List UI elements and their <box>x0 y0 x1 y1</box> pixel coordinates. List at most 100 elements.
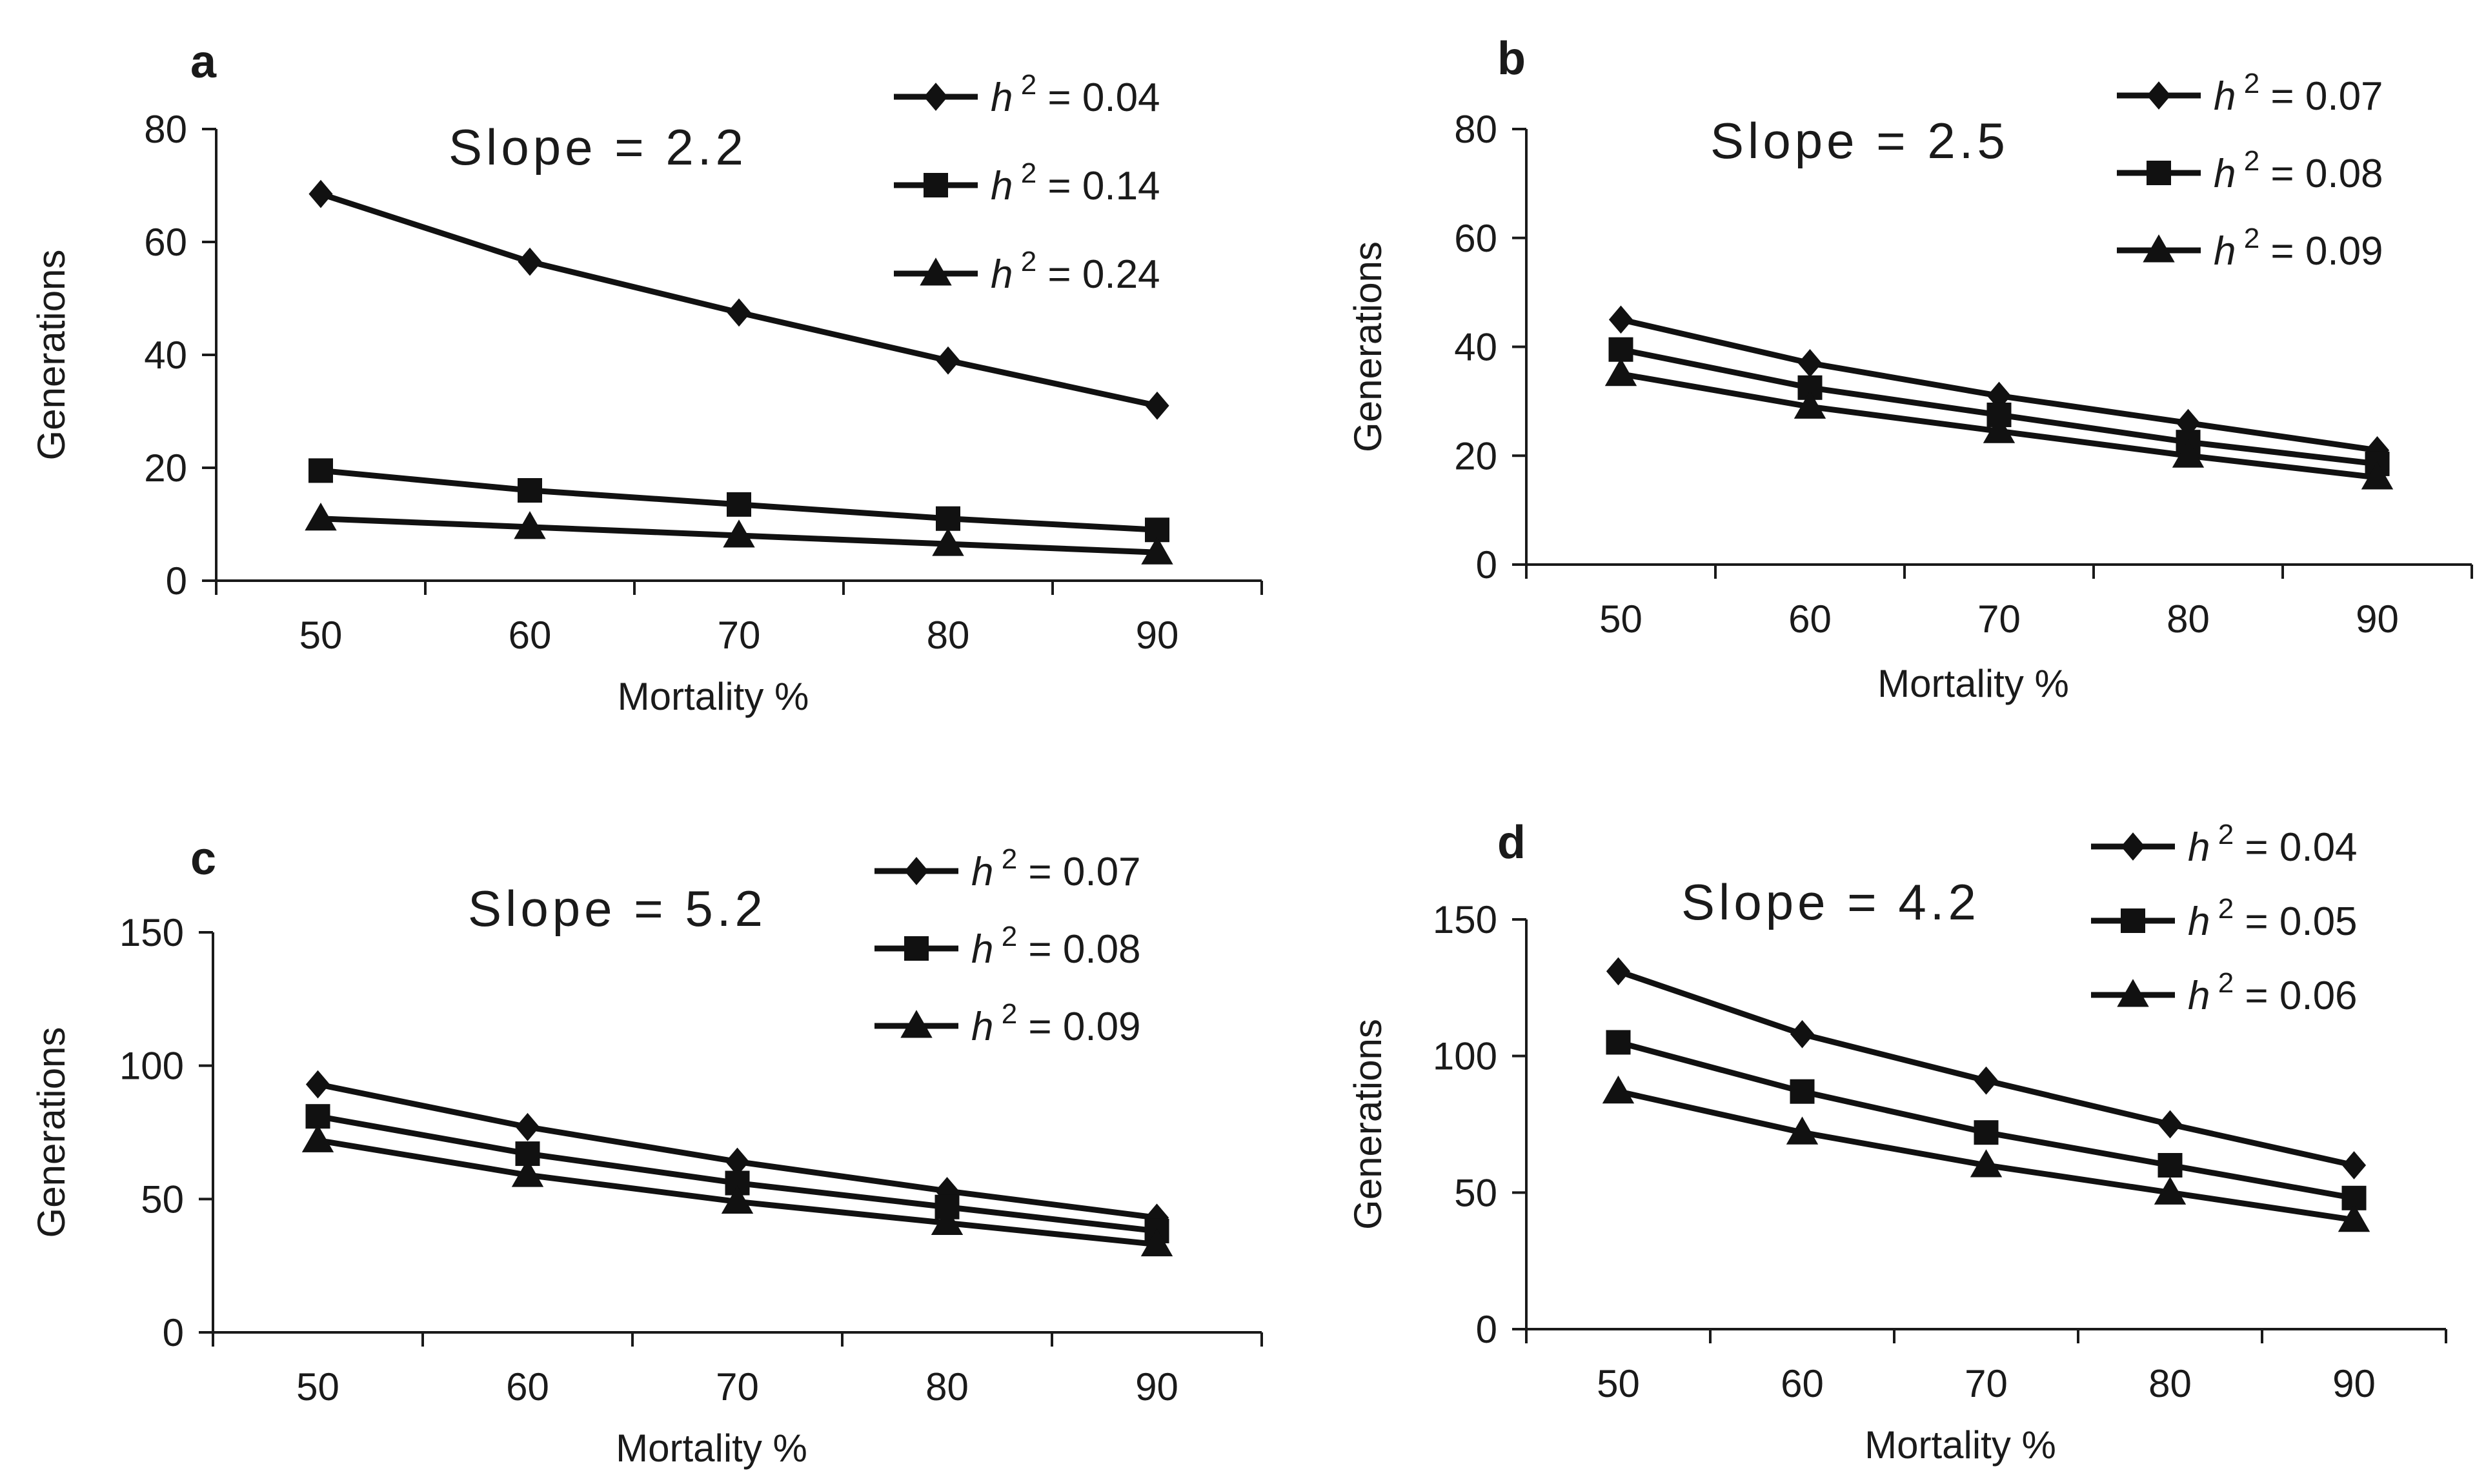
legend-entry-d: h 2 = 0.05 <box>2091 893 2358 944</box>
data-point-a <box>723 519 755 548</box>
legend-equals: = <box>2234 825 2279 870</box>
legend-marker <box>2121 832 2145 861</box>
y-tick-label-a: 60 <box>144 221 187 264</box>
legend-superscript: 2 <box>1013 69 1036 101</box>
y-tick-label-d: 0 <box>1476 1308 1497 1351</box>
data-point-a <box>936 506 960 531</box>
data-point-c <box>515 1112 540 1141</box>
y-axis-label-b: Generations <box>1346 241 1390 452</box>
x-tick-label-a: 60 <box>509 614 552 657</box>
data-point-b <box>1604 357 1637 386</box>
data-point-b <box>2361 461 2394 490</box>
y-axis-label-d: Generations <box>1346 1019 1390 1230</box>
legend-label: h 2 = 0.09 <box>2214 223 2383 274</box>
series-c-square <box>305 1104 1169 1243</box>
x-tick-label-d: 60 <box>1781 1362 1824 1405</box>
legend-superscript: 2 <box>2210 893 2234 925</box>
legend-value: 0.04 <box>2279 825 2358 870</box>
data-point-c <box>931 1207 964 1236</box>
x-tick-label-b: 80 <box>2167 597 2210 641</box>
data-point-d <box>1970 1149 2003 1178</box>
legend-superscript: 2 <box>993 921 1017 952</box>
legend-label: h 2 = 0.07 <box>971 843 1141 894</box>
legend-superscript: 2 <box>1013 246 1036 277</box>
x-axis-label-a: Mortality % <box>618 675 809 718</box>
series-a-diamond <box>308 179 1169 420</box>
x-tick-label-b: 50 <box>1599 597 1642 641</box>
legend-label: h 2 = 0.07 <box>2214 68 2383 119</box>
legend-equals: = <box>1036 252 1082 297</box>
panel-b: b Slope = 2.5 0 20 40 60 80 50 60 70 80 90 Mortality… <box>1346 33 2473 705</box>
panel-letter-d: d <box>1497 817 1526 868</box>
legend-value: 0.24 <box>1082 252 1160 297</box>
legend-value: 0.07 <box>2305 74 2383 119</box>
legend-entry-d: h 2 = 0.04 <box>2091 819 2358 870</box>
legend-equals: = <box>2234 974 2279 1018</box>
data-point-a <box>308 458 333 483</box>
legend-label: h 2 = 0.09 <box>971 998 1141 1049</box>
data-point-a <box>305 503 337 531</box>
legend-marker <box>2147 81 2171 110</box>
slope-annotation-c: Slope = 5.2 <box>468 880 767 937</box>
x-tick-label-d: 70 <box>1965 1362 2008 1405</box>
data-point-a <box>727 492 751 517</box>
legend-marker <box>900 1010 933 1038</box>
y-tick-label-c: 150 <box>119 911 184 954</box>
legend-h-symbol: h <box>2214 152 2236 196</box>
legend-entry-a: h 2 = 0.04 <box>894 69 1160 120</box>
data-point-c <box>1140 1228 1173 1257</box>
legend-label: h 2 = 0.08 <box>971 921 1141 972</box>
series-b-triangle <box>1604 357 2394 490</box>
series-d-square <box>1606 1030 2367 1210</box>
legend-value: 0.04 <box>1082 75 1160 120</box>
legend-label: h 2 = 0.04 <box>2188 819 2358 870</box>
legend-label: h 2 = 0.14 <box>991 157 1160 208</box>
legend-equals: = <box>2259 229 2305 274</box>
series-c-triangle <box>301 1124 1173 1257</box>
data-point-b <box>1608 305 1633 334</box>
data-point-a <box>727 298 751 327</box>
legend-equals: = <box>1017 927 1063 972</box>
x-tick-label-a: 90 <box>1136 614 1179 657</box>
legend-entry-a: h 2 = 0.14 <box>894 157 1160 208</box>
y-tick-label-d: 50 <box>1454 1171 1497 1214</box>
data-point-b <box>1983 415 2016 443</box>
legend-h-symbol: h <box>991 164 1013 208</box>
legend-marker <box>2143 234 2175 263</box>
y-tick-label-b: 0 <box>1476 543 1497 587</box>
y-tick-label-b: 40 <box>1454 326 1497 369</box>
data-point-c <box>511 1159 544 1187</box>
data-point-d <box>1606 1030 1631 1055</box>
panel-letter-c: c <box>190 833 216 885</box>
legend-value: 0.09 <box>1063 1005 1141 1049</box>
data-point-d <box>2158 1153 2183 1178</box>
panel-a: a Slope = 2.2 0 20 40 60 80 50 60 70 80 90 Mortality… <box>30 36 1263 718</box>
legend-superscript: 2 <box>2210 819 2234 850</box>
data-point-d <box>1606 957 1631 986</box>
legend-h-symbol: h <box>2214 229 2236 274</box>
legend-equals: = <box>2259 74 2305 119</box>
legend-label: h 2 = 0.05 <box>2188 893 2358 944</box>
x-tick-label-a: 70 <box>718 614 761 657</box>
legend-value: 0.08 <box>2305 152 2383 196</box>
legend-marker <box>924 83 948 111</box>
legend-value: 0.06 <box>2279 974 2358 1018</box>
slope-annotation-a: Slope = 2.2 <box>449 119 747 175</box>
legend-h-symbol: h <box>2188 899 2210 944</box>
x-tick-label-c: 90 <box>1135 1365 1178 1409</box>
legend-entry-d: h 2 = 0.06 <box>2091 967 2358 1018</box>
legend-entry-c: h 2 = 0.07 <box>874 843 1141 894</box>
legend-marker <box>924 173 948 197</box>
legend-superscript: 2 <box>1013 157 1036 189</box>
legend-entry-c: h 2 = 0.09 <box>874 998 1141 1049</box>
x-tick-label-c: 50 <box>296 1365 339 1409</box>
legend-equals: = <box>1017 850 1063 894</box>
series-d-diamond <box>1606 957 2367 1179</box>
legend-label: h 2 = 0.24 <box>991 246 1160 297</box>
legend-equals: = <box>2234 899 2279 944</box>
data-point-b <box>1797 348 1823 377</box>
legend-label: h 2 = 0.04 <box>991 69 1160 120</box>
data-point-d <box>1974 1120 1999 1145</box>
series-c-diamond <box>305 1070 1169 1232</box>
